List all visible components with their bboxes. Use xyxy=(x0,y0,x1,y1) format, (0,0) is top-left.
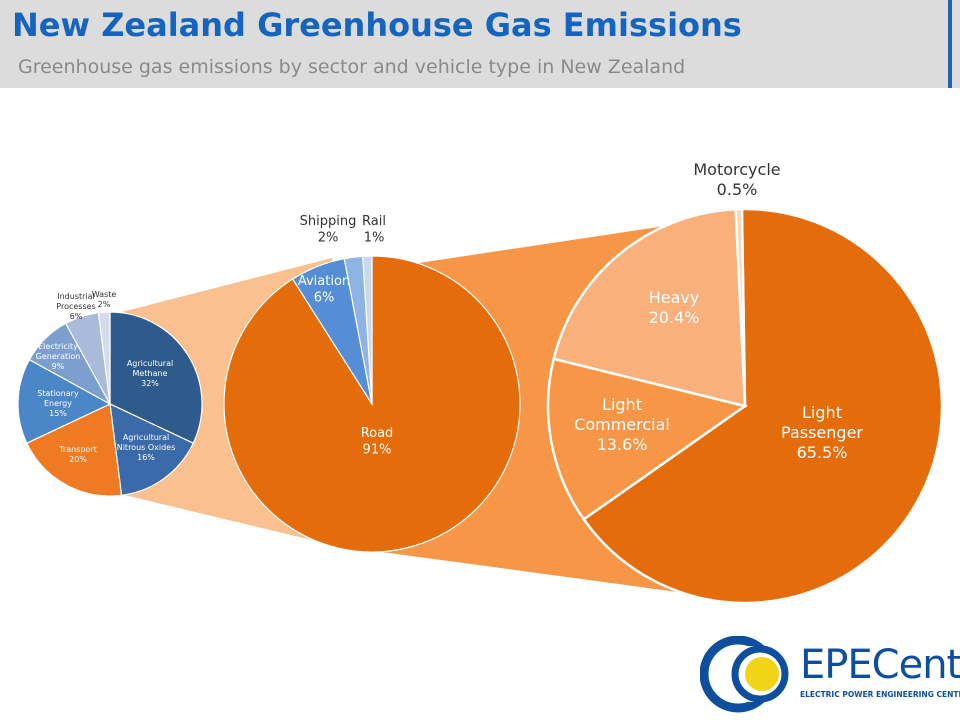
slice-label: Rail 1% xyxy=(362,214,386,245)
pie-slice xyxy=(546,357,748,522)
logo-tagline: ELECTRIC POWER ENGINEERING CENTRE xyxy=(800,690,960,699)
slice-label: Stationary Energy 15% xyxy=(37,389,79,418)
pie-slice xyxy=(362,255,373,405)
slice-label: Heavy 20.4% xyxy=(649,288,700,327)
slice-label: Aviation 6% xyxy=(298,274,350,305)
epecentre-logo-mark xyxy=(700,636,789,713)
slice-label: Transport 20% xyxy=(58,445,97,464)
slice-labels: Agricultural Methane 32% Agricultural Nitrou… xyxy=(36,160,864,464)
slice-label: Motorcycle 0.5% xyxy=(693,160,780,199)
slice-label: Waste 2% xyxy=(92,290,117,309)
pie-sector-emissions xyxy=(17,311,203,497)
page-subtitle: Greenhouse gas emissions by sector and v… xyxy=(18,56,686,78)
slice-label: Agricultural Nitrous Oxides 16% xyxy=(117,433,176,462)
header-bar: New Zealand Greenhouse Gas Emissions Gre… xyxy=(0,0,960,88)
pie-slice xyxy=(109,402,195,496)
pie-transport-emissions xyxy=(223,255,521,553)
page-title: New Zealand Greenhouse Gas Emissions xyxy=(12,6,742,44)
pie-slice xyxy=(582,207,944,605)
slice-label: Shipping 2% xyxy=(300,214,357,245)
pie-road-vehicle-emissions xyxy=(546,207,944,605)
header-accent xyxy=(948,0,952,88)
pie-slice xyxy=(17,358,112,444)
slice-label: Electricity Generation 9% xyxy=(36,342,81,371)
epecentre-logo: EPECentre ELECTRIC POWER ENGINEERING CEN… xyxy=(700,636,960,714)
slice-label: Light Passenger 65.5% xyxy=(781,403,863,462)
pie-slice xyxy=(734,207,747,407)
slice-label: Industrial Processes 6% xyxy=(56,292,95,321)
slice-label: Road 91% xyxy=(361,426,394,457)
logo-wordmark: EPECentre xyxy=(800,642,960,688)
slice-label: Agricultural Methane 32% xyxy=(127,359,173,388)
slice-label: Light Commercial 13.6% xyxy=(574,395,670,454)
pie-slice xyxy=(97,311,111,405)
pie-slice xyxy=(25,403,123,497)
pie-slice xyxy=(552,207,747,408)
pie-slice xyxy=(109,311,203,444)
